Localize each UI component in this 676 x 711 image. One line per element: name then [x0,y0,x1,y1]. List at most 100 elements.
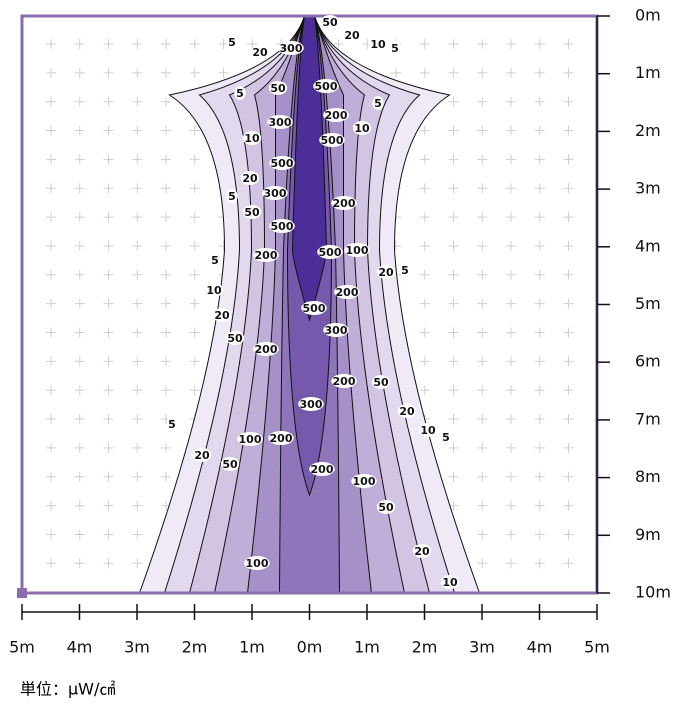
contour-label: 20 [378,266,394,279]
grid-cross [161,385,171,396]
contour-label-bg [298,397,324,411]
contour-label: 5 [228,36,236,49]
y-tick-label: 9m [635,525,661,544]
y-tick-label: 6m [635,352,661,371]
grid-cross [477,240,488,251]
contour-label-bg [412,544,432,558]
contour-label: 200 [311,463,334,476]
contour-label: 20 [414,545,430,558]
contour-label-bg [376,500,396,514]
contour-label-bg [220,457,240,471]
grid-cross [563,558,574,569]
contour-label: 200 [336,286,359,299]
contour-label-bg [418,423,438,437]
x-tick-label: 4m [67,638,93,657]
grid-cross [218,67,229,78]
grid-cross [74,327,85,338]
grid-cross [46,183,56,194]
grid-cross [74,183,85,194]
contour-label-bg [368,37,388,51]
x-tick-label: 2m [182,638,208,657]
grid-cross [46,442,56,453]
grid-cross [477,96,488,107]
grid-cross [563,240,574,251]
grid-cross [189,39,200,49]
grid-cross [419,269,430,280]
grid-cross [46,240,56,251]
grid-cross [534,298,545,309]
grid-cross [189,125,200,136]
grid-cross [534,67,545,78]
grid-cross [534,183,545,194]
grid-cross [477,500,488,511]
contour-label-bg [240,171,260,185]
x-tick-label: 3m [124,638,150,657]
grid-cross [103,558,114,569]
grid-cross [534,356,545,367]
grid-cross [132,442,143,453]
contour-label: 50 [270,82,286,95]
grid-cross [247,39,258,49]
grid-cross [448,212,459,223]
grid-cross [506,96,516,107]
grid-cross [132,298,143,309]
grid-cross [74,500,85,511]
grid-cross [563,125,574,136]
grid-cross [534,212,545,223]
grid-cross [448,327,459,338]
contour-label: 5 [442,431,450,444]
grid-cross [534,327,545,338]
grid-cross [506,212,516,223]
contour-label: 100 [346,244,369,257]
grid-cross [391,67,401,78]
grid-cross [132,269,143,280]
grid-cross [419,125,430,136]
contour-label-bg [267,115,293,129]
grid-cross [477,154,488,165]
grid-cross [74,240,85,251]
grid-cross [506,414,516,425]
grid-cross [161,356,171,367]
x-tick-label: 4m [527,638,553,657]
grid-cross [477,471,488,482]
grid-cross [103,471,114,482]
grid-cross [46,96,56,107]
grid-cross [477,558,488,569]
grid-cross [103,298,114,309]
grid-cross [506,240,516,251]
grid-cross [419,212,430,223]
x-tick-label: 0m [297,638,323,657]
grid-cross [563,183,574,194]
grid-cross [506,298,516,309]
grid-cross [74,212,85,223]
contour-label: 100 [239,433,262,446]
contour-label: 5 [391,42,399,55]
contour-label: 50 [244,206,260,219]
contour-label: 20 [399,405,415,418]
y-tick-label: 7m [635,409,661,428]
contour-label-bg [320,15,340,29]
grid-cross [534,471,545,482]
grid-cross [189,212,200,223]
grid-cross [563,212,574,223]
grid-cross [419,39,430,49]
grid-cross [132,356,143,367]
grid-cross [448,442,459,453]
contour-label: 50 [378,501,394,514]
contour-label-bg [331,196,357,210]
grid-cross [563,39,574,49]
contour-label: 300 [325,324,348,337]
grid-cross [46,212,56,223]
grid-cross [563,414,574,425]
contour-label-bg [351,474,377,488]
grid-cross [132,385,143,396]
grid-cross [419,385,430,396]
contour-label: 300 [280,42,303,55]
grid-cross [74,125,85,136]
grid-cross [477,385,488,396]
grid-cross [448,269,459,280]
grid-cross [132,183,143,194]
grid-cross [419,183,430,194]
grid-cross [419,67,430,78]
contour-label-bg [253,342,279,356]
